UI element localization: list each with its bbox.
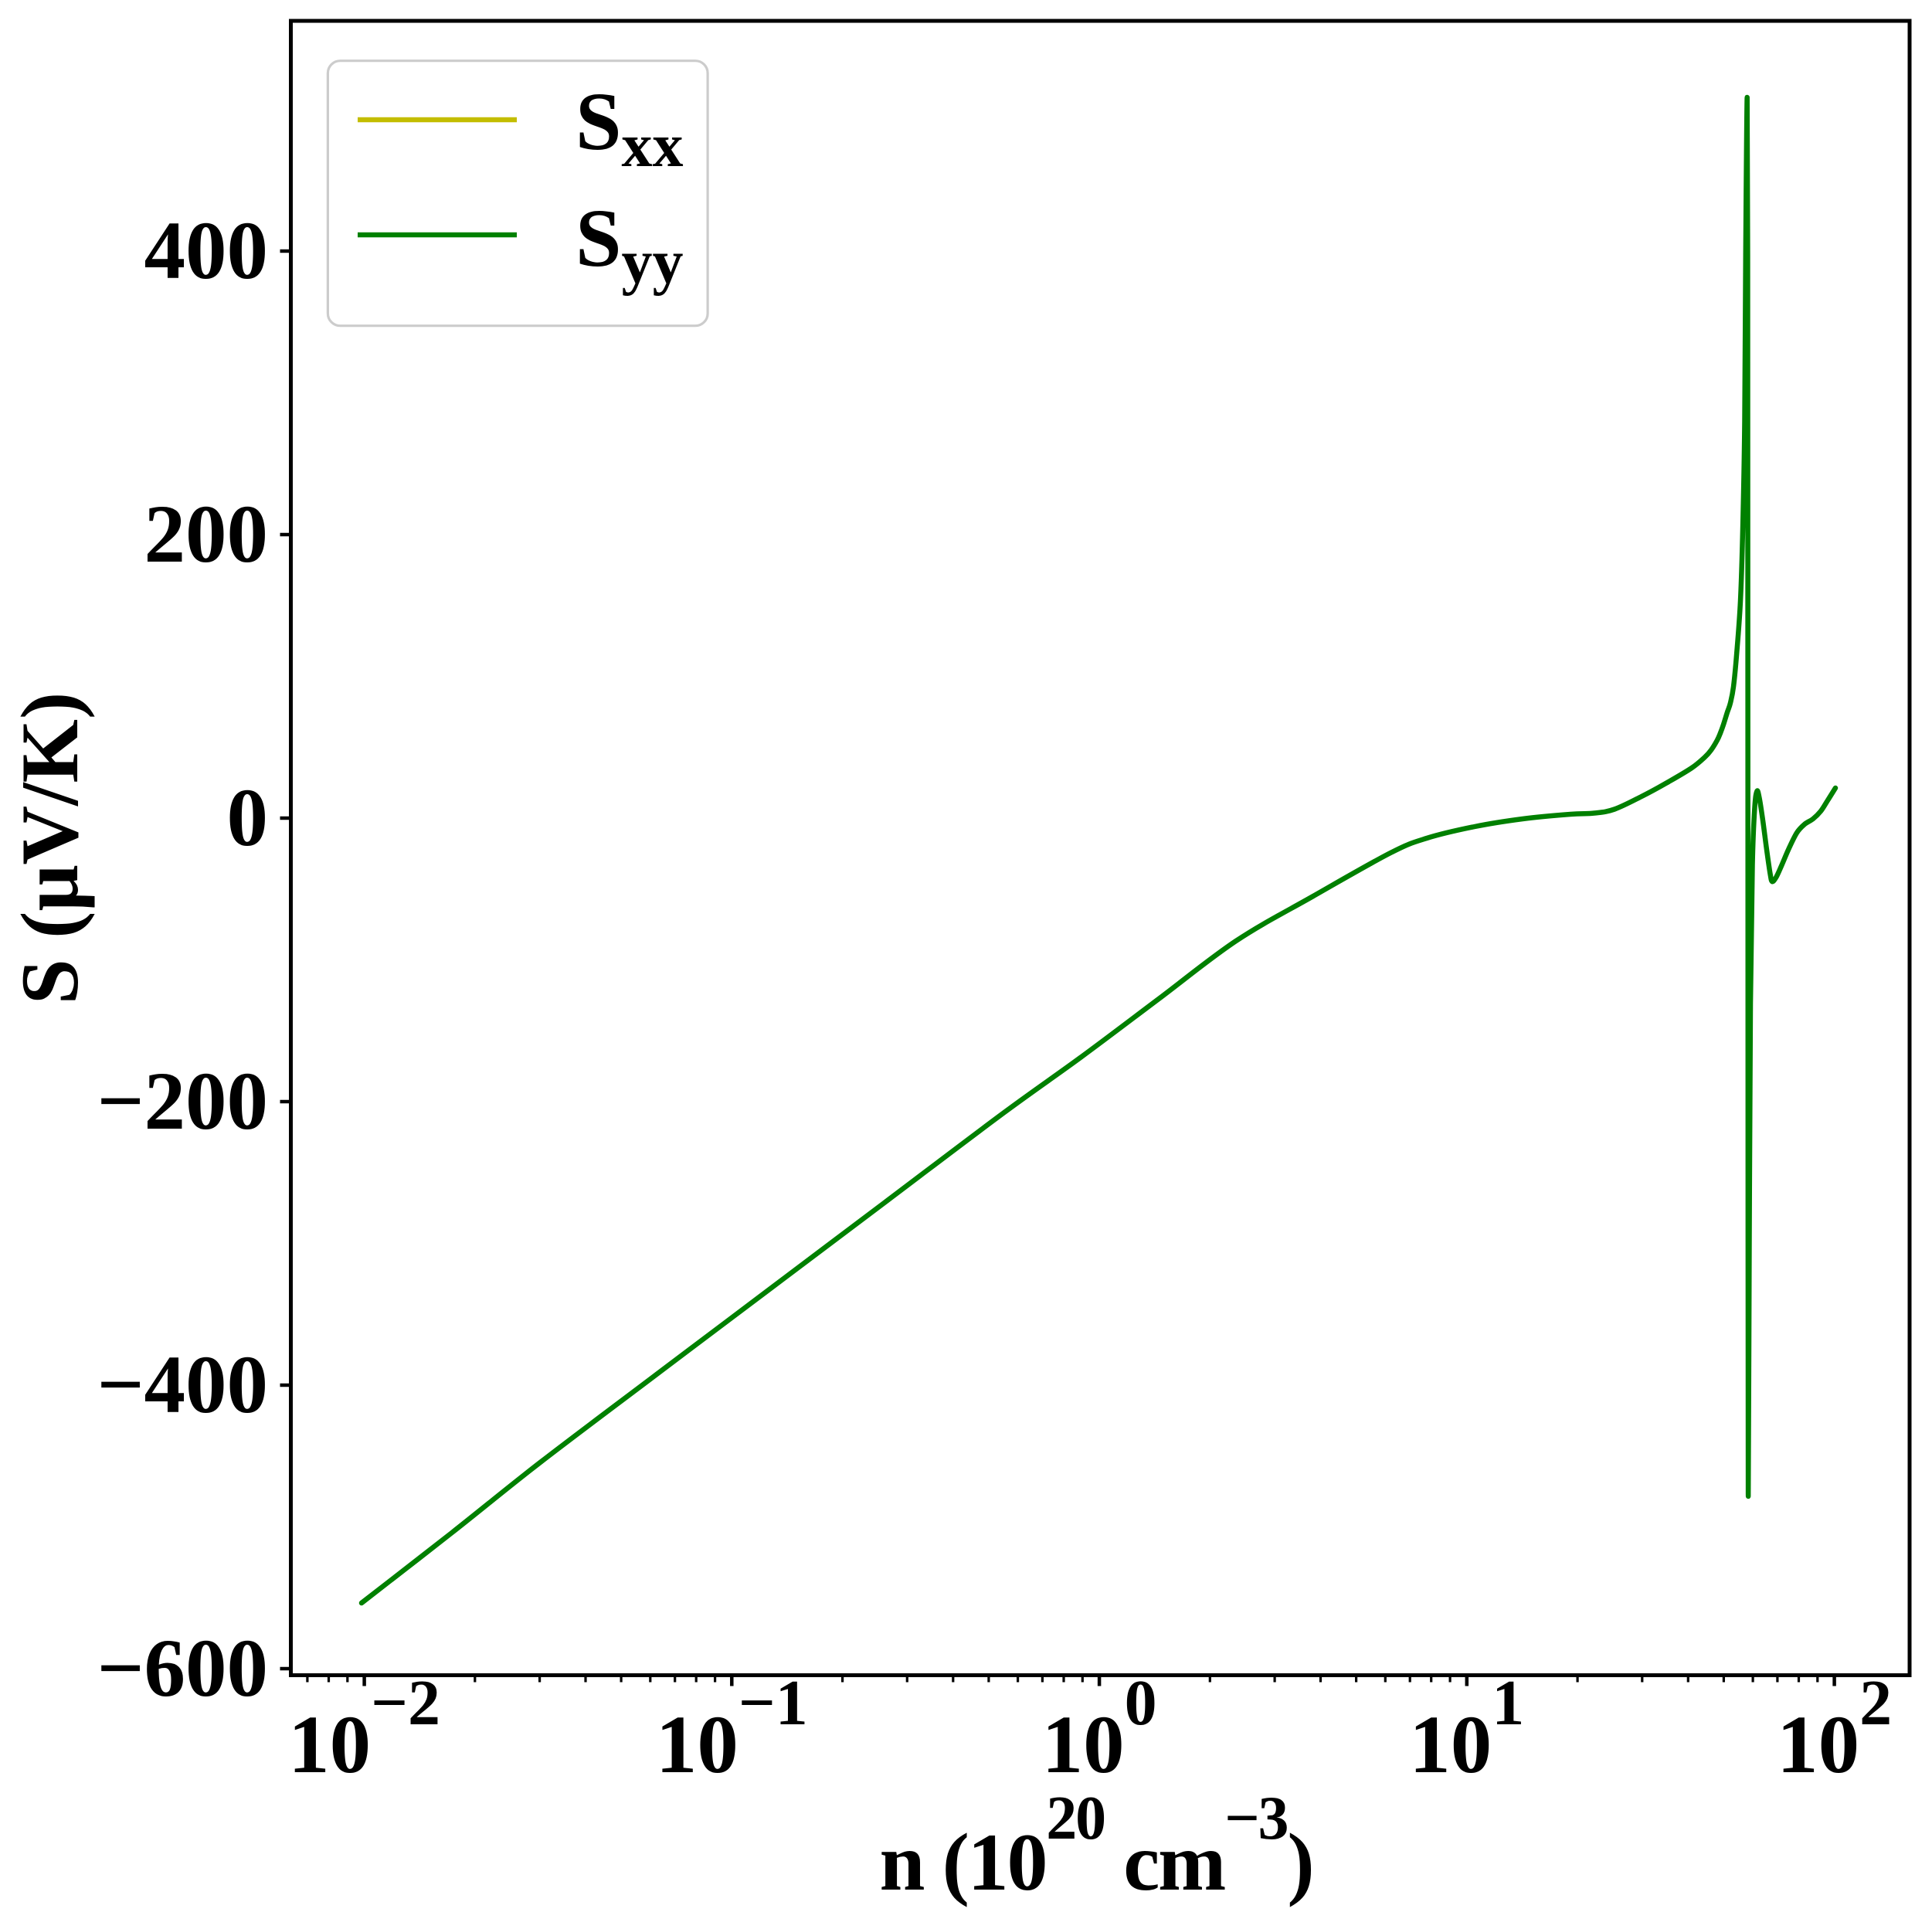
svg-text:−200: −200 — [97, 1056, 268, 1147]
svg-text:−400: −400 — [97, 1340, 268, 1431]
svg-text:−600: −600 — [97, 1623, 268, 1714]
svg-text:0: 0 — [227, 773, 269, 864]
svg-text:200: 200 — [144, 489, 269, 580]
svg-text:400: 400 — [144, 205, 269, 297]
svg-text:S (μV/K): S (μV/K) — [5, 692, 95, 1005]
